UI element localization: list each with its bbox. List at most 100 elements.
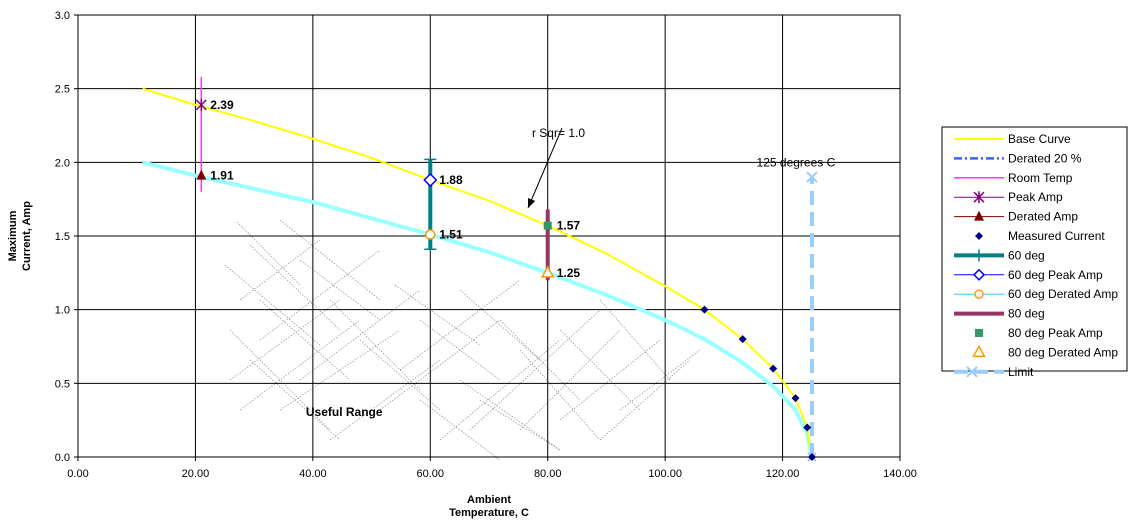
- derated-amp-marker: [196, 169, 207, 180]
- legend-entry-label: Derated Amp: [1008, 210, 1078, 224]
- hatch-line: [599, 359, 691, 441]
- legend-swatch-limit-marker: [966, 366, 978, 378]
- legend-entry-label: Room Temp: [1008, 171, 1073, 185]
- legend-entry-label: Limit: [1008, 365, 1034, 379]
- legend-swatch-80-peak: [975, 329, 983, 337]
- legend-entry-label: 60 deg Peak Amp: [1008, 268, 1103, 282]
- hatch-line: [239, 239, 321, 301]
- x-tick-label: 60.00: [417, 468, 445, 480]
- x-tick-label: 80.00: [534, 468, 562, 480]
- hatch-line: [236, 221, 301, 286]
- 80-deg-derated-marker: [540, 265, 555, 278]
- x-tick-label: 0.00: [67, 468, 88, 480]
- limit-end-marker: [806, 171, 818, 183]
- y-axis-ticks: 0.0 0.5 1.0 1.5 2.0 2.5 3.0: [55, 10, 78, 464]
- y-tick-label: 2.5: [55, 84, 70, 96]
- 60-deg-derated-marker: [425, 229, 436, 240]
- legend-swatch-derated-amp: [974, 210, 984, 221]
- measured-current-point: [807, 453, 816, 461]
- legend-entry-label: Base Curve: [1008, 132, 1071, 146]
- x-tick-label: 40.00: [299, 468, 327, 480]
- hatch-pattern: [224, 219, 701, 461]
- hatch-line: [519, 329, 621, 431]
- legend-entry-label: 80 deg Derated Amp: [1008, 345, 1118, 359]
- legend-entry-label: 80 deg: [1008, 307, 1045, 321]
- measured-current-point: [738, 335, 747, 344]
- 80-deg-peak-marker: [543, 221, 552, 230]
- annotations: r Sqr= 1.0 125 degrees C Useful Range: [306, 126, 836, 419]
- legend-swatch-measured: [975, 232, 983, 240]
- y-tick-label: 2.0: [55, 157, 70, 169]
- legend-swatch-60-derated: [974, 289, 984, 299]
- legend-swatch-80-derated: [972, 344, 986, 358]
- data-label: 2.39: [210, 98, 234, 112]
- x-axis-title: Temperature, C: [449, 507, 529, 519]
- x-tick-label: 100.00: [648, 468, 682, 480]
- legend-entry-label: Peak Amp: [1008, 190, 1063, 204]
- data-label: 1.91: [210, 169, 234, 183]
- base-curve-line: [142, 87, 813, 458]
- y-tick-label: 0.0: [55, 452, 70, 464]
- hatch-line: [619, 349, 701, 411]
- hatch-line: [469, 309, 601, 431]
- hatch-line: [279, 219, 381, 301]
- annotation-arrow-head: [528, 198, 536, 208]
- y-axis-title: Current, Amp: [21, 201, 33, 271]
- x-tick-label: 20.00: [182, 468, 210, 480]
- legend-swatch-peak-amp: [973, 191, 985, 204]
- y-tick-label: 1.0: [55, 305, 70, 317]
- y-tick-label: 0.5: [55, 378, 70, 390]
- data-label: 1.51: [439, 228, 463, 242]
- hatch-line: [359, 339, 441, 411]
- legend-entry-label: Measured Current: [1008, 229, 1105, 243]
- data-labels: 2.39 1.91 1.88 1.51 1.57 1.25: [210, 98, 580, 280]
- derated-curve-line: [142, 160, 814, 458]
- hatch-line: [479, 399, 561, 451]
- hatch-line: [224, 264, 321, 346]
- legend-entry-label: 60 deg Derated Amp: [1008, 287, 1118, 301]
- x-axis-title: Ambient: [467, 494, 511, 506]
- gridlines: [78, 15, 900, 457]
- r-squared-annotation: r Sqr= 1.0: [532, 126, 585, 140]
- legend-entry-label: 80 deg Peak Amp: [1008, 326, 1103, 340]
- legend-entry-label: 60 deg: [1008, 248, 1045, 262]
- legend-entry-label: Derated 20 %: [1008, 151, 1082, 165]
- peak-amp-marker: [195, 98, 207, 111]
- annotation-arrow-line: [527, 127, 563, 209]
- hatch-line: [259, 299, 351, 381]
- hatch-line: [394, 284, 481, 346]
- measured-current-point: [700, 305, 709, 314]
- hatch-line: [239, 319, 361, 411]
- hatch-line: [229, 299, 341, 381]
- legend: Base Curve Derated 20 % Room Temp Peak Amp D…: [941, 126, 1128, 379]
- measured-current-point: [769, 364, 778, 373]
- y-tick-label: 3.0: [55, 10, 70, 22]
- hatch-line: [459, 289, 541, 361]
- x-tick-label: 140.00: [883, 468, 917, 480]
- hatch-line: [299, 289, 421, 381]
- legend-box: [941, 126, 1128, 372]
- hatch-line: [329, 359, 441, 441]
- hatch-line: [379, 319, 501, 411]
- hatch-line: [459, 379, 561, 451]
- y-tick-label: 1.5: [55, 231, 70, 243]
- series-layer: [142, 76, 818, 462]
- hatch-line: [599, 299, 671, 381]
- y-axis-title: Maximum: [7, 210, 19, 261]
- x-tick-label: 120.00: [766, 468, 800, 480]
- data-label: 1.25: [557, 266, 581, 280]
- hatch-line: [559, 329, 641, 411]
- measured-current-point: [803, 423, 812, 432]
- hatch-line: [499, 319, 581, 401]
- data-label: 1.57: [557, 219, 581, 233]
- useful-range-annotation: Useful Range: [306, 405, 383, 419]
- hatch-line: [249, 244, 341, 331]
- 60-deg-peak-marker: [423, 172, 438, 188]
- limit-annotation: 125 degrees C: [757, 156, 836, 170]
- data-label: 1.88: [439, 173, 463, 187]
- hatch-line: [259, 249, 381, 341]
- legend-swatch-60-peak: [972, 268, 986, 281]
- hatch-line: [439, 339, 561, 441]
- hatch-line: [329, 299, 421, 391]
